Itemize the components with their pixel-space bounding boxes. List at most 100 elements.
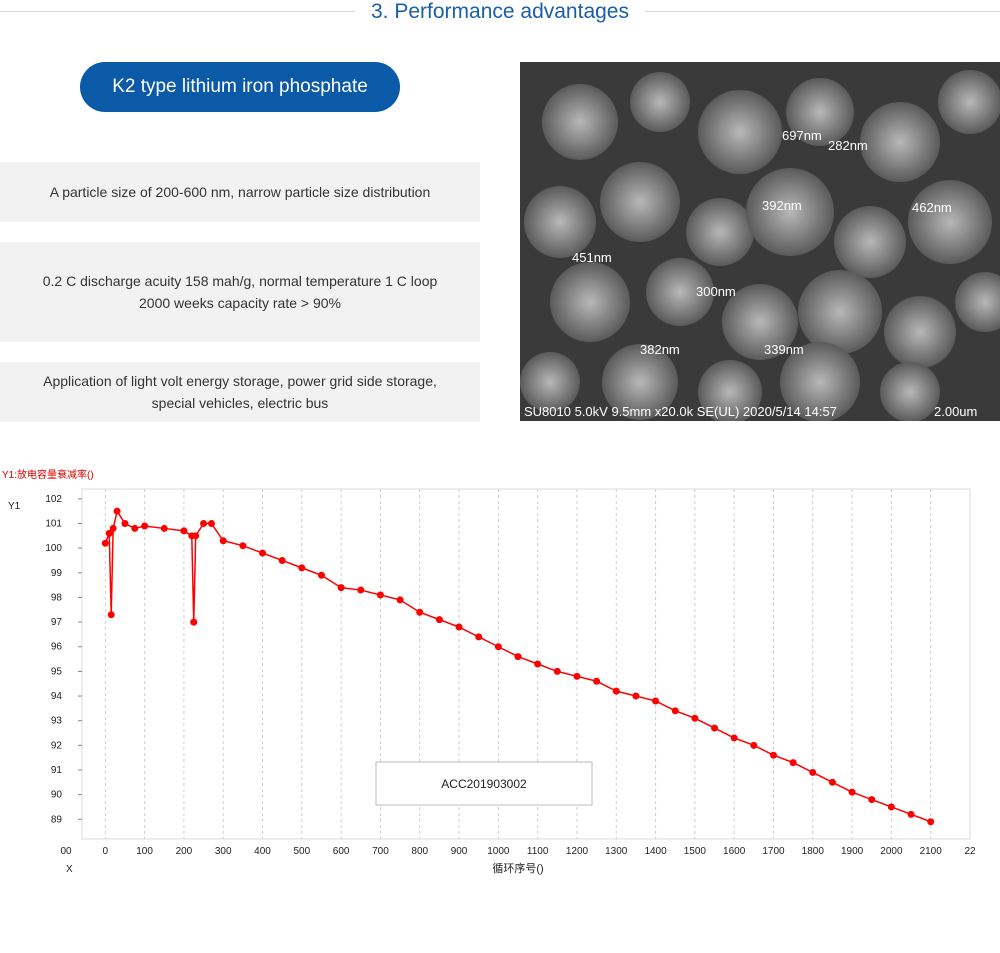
section-title: 3. Performance advantages <box>355 0 645 24</box>
sem-label: 451nm <box>572 250 612 265</box>
feature-box: A particle size of 200-600 nm, narrow pa… <box>0 162 480 222</box>
data-point <box>927 818 935 826</box>
x-tick-label: 0 <box>103 846 109 857</box>
data-point <box>239 542 247 550</box>
x-tick-label: 1400 <box>644 846 667 857</box>
series-line <box>104 509 931 823</box>
data-point <box>828 778 836 786</box>
x-axis-label: 循环序号() <box>492 861 543 875</box>
x-tick-label: 900 <box>451 846 468 857</box>
x-tick-label: 300 <box>215 846 232 857</box>
sem-label: 382nm <box>640 342 680 357</box>
data-point <box>789 759 797 767</box>
x-tick-label: 500 <box>293 846 310 857</box>
data-point <box>192 532 200 540</box>
y-tick-label: 96 <box>51 642 63 653</box>
sem-label: 462nm <box>912 200 952 215</box>
data-point <box>593 677 601 685</box>
x-axis-name: X <box>66 864 73 875</box>
feature-text: 0.2 C discharge acuity 158 mah/g, normal… <box>42 273 438 289</box>
data-point <box>141 522 149 530</box>
data-point <box>278 556 286 564</box>
y-tick-label: 95 <box>51 666 63 677</box>
x-tick-label: 1800 <box>802 846 825 857</box>
data-point <box>475 633 483 641</box>
data-point <box>514 653 522 661</box>
x-tick-label: 800 <box>411 846 428 857</box>
data-point <box>317 571 325 579</box>
data-point <box>107 611 115 619</box>
data-point <box>612 687 620 695</box>
x-tick-label: 200 <box>176 846 193 857</box>
x-tick-label: 100 <box>136 846 153 857</box>
x-tick-label: 1100 <box>527 846 549 857</box>
sem-label: 392nm <box>762 198 802 213</box>
legend-label: ACC201903002 <box>441 777 527 791</box>
y-tick-label: 92 <box>51 740 63 751</box>
x-tick-label: 1900 <box>841 846 864 857</box>
chart: 00 0 100 200 300 400 500 600 700 800 900 1000 1100 12… <box>2 468 976 875</box>
data-point <box>298 564 306 572</box>
data-point <box>376 591 384 599</box>
sem-image: 697nm 282nm 392nm 462nm 451nm 300nm 382n… <box>520 62 1000 421</box>
data-point <box>711 724 719 732</box>
y-tick-label: 97 <box>51 617 63 628</box>
y-tick-label: 89 <box>51 814 63 825</box>
y-tick-label: 99 <box>51 568 63 579</box>
sem-label: 339nm <box>764 342 804 357</box>
x-tick-label: 1300 <box>605 846 628 857</box>
y-tick-label: 90 <box>51 790 63 801</box>
data-point <box>494 643 502 651</box>
y-tick-label: 93 <box>51 716 63 727</box>
data-point <box>455 623 463 631</box>
y-tick-label: 94 <box>51 691 63 702</box>
data-point <box>131 524 139 532</box>
data-point <box>337 584 345 592</box>
data-point <box>907 810 915 818</box>
plot-frame <box>81 488 971 840</box>
data-point <box>113 507 121 515</box>
product-badge: K2 type lithium iron phosphate <box>80 62 400 112</box>
sem-label: 300nm <box>696 284 736 299</box>
data-point <box>416 608 424 616</box>
legend-box <box>375 761 593 806</box>
feature-text: special vehicles, electric bus <box>151 395 329 411</box>
y-tick-label: 91 <box>51 765 63 776</box>
data-point <box>769 751 777 759</box>
data-point <box>848 788 856 796</box>
y-axis-name: Y1 <box>8 501 21 512</box>
data-point <box>190 618 198 626</box>
data-point <box>632 692 640 700</box>
sem-info: SU8010 5.0kV 9.5mm x20.0k SE(UL) 2020/5/… <box>524 404 837 419</box>
sem-scale: 2.00um <box>934 404 977 419</box>
x-tick-label: 400 <box>254 846 271 857</box>
x-tick-label: 1500 <box>684 846 707 857</box>
data-point <box>160 524 168 532</box>
data-point <box>553 667 561 675</box>
feature-text: Application of light volt energy storage… <box>43 373 437 389</box>
data-point <box>259 549 267 557</box>
feature-box: 0.2 C discharge acuity 158 mah/g, normal… <box>0 242 480 342</box>
data-point <box>809 768 817 776</box>
data-point <box>573 672 581 680</box>
sem-label: 697nm <box>782 128 822 143</box>
data-point <box>105 529 113 537</box>
data-point <box>121 520 129 528</box>
x-tick-label: 22 <box>964 846 976 857</box>
x-tick-label: 1000 <box>487 846 510 857</box>
feature-text: A particle size of 200-600 nm, narrow pa… <box>49 184 431 200</box>
y-tick-label: 102 <box>45 494 62 505</box>
data-point <box>396 596 404 604</box>
y-tick-label: 101 <box>45 519 62 530</box>
x-tick-label: 00 <box>60 846 72 857</box>
data-point <box>219 537 227 545</box>
feature-box: Application of light volt energy storage… <box>0 362 480 422</box>
data-point <box>691 714 699 722</box>
data-point <box>868 796 876 804</box>
x-tick-label: 1600 <box>723 846 746 857</box>
y-axis-title: Y1:放电容量衰减率() <box>2 468 94 481</box>
x-tick-label: 600 <box>333 846 350 857</box>
data-point <box>671 707 679 715</box>
y-tick-label: 98 <box>51 592 63 603</box>
feature-text: 2000 weeks capacity rate > 90% <box>139 295 341 311</box>
